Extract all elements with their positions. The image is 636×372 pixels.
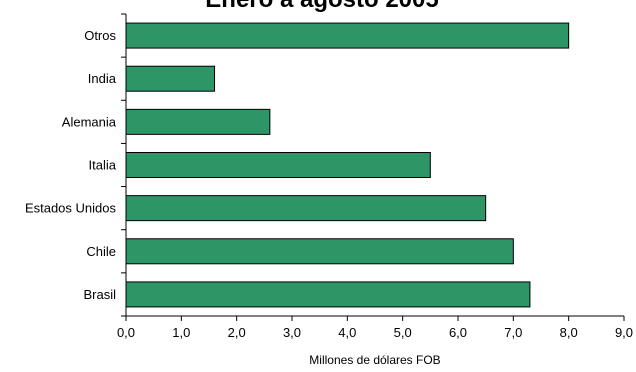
- x-tick-label: 2,0: [228, 325, 246, 340]
- x-tick-label: 1,0: [172, 325, 190, 340]
- bar-estados-unidos: [125, 195, 487, 222]
- category-label: Brasil: [83, 287, 116, 302]
- x-tick-label: 3,0: [283, 325, 301, 340]
- chart-title: Enero a agosto 2005: [205, 0, 438, 13]
- bar-chile: [125, 238, 514, 265]
- x-axis: 0,0 1,0 2,0 3,0 4,0 5,0 6,0 7,0 8,0 9,0: [117, 315, 633, 340]
- x-tick-label: 4,0: [338, 325, 356, 340]
- x-tick-label: 6,0: [449, 325, 467, 340]
- category-label: Alemania: [62, 114, 117, 129]
- bar-italia: [125, 152, 431, 178]
- x-tick-label: 9,0: [615, 325, 633, 340]
- category-label: Estados Unidos: [25, 201, 117, 216]
- category-label: Otros: [84, 28, 116, 43]
- y-axis: Otros India Alemania Italia Estados Unidos Ch…: [25, 13, 127, 317]
- category-label: India: [88, 71, 117, 86]
- x-tick-label: 7,0: [504, 325, 522, 340]
- x-tick-label: 0,0: [117, 325, 135, 340]
- bar-brasil: [125, 281, 531, 308]
- x-tick-label: 5,0: [394, 325, 412, 340]
- category-label: Italia: [89, 158, 117, 173]
- x-axis-label: Millones de dólares FOB: [309, 353, 440, 367]
- bar-india: [125, 65, 216, 92]
- bars-group: [125, 22, 570, 308]
- bar-alemania: [125, 108, 271, 135]
- x-tick-label: 8,0: [560, 325, 578, 340]
- category-label: Chile: [86, 244, 116, 259]
- bar-otros: [125, 22, 570, 49]
